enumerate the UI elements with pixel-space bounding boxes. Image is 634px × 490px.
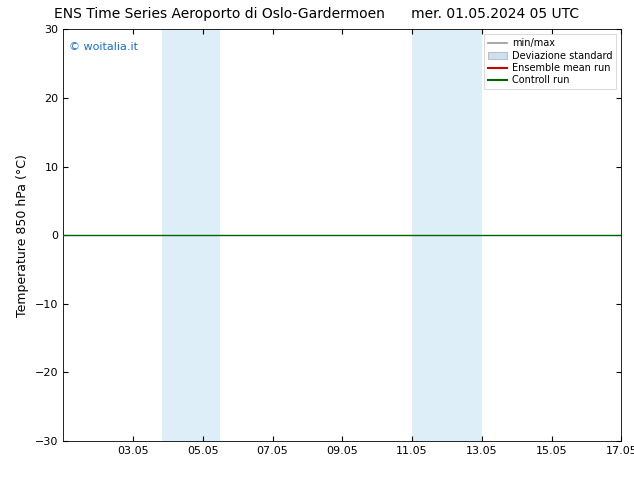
Bar: [441, 29, 482, 441]
Text: ENS Time Series Aeroporto di Oslo-Gardermoen      mer. 01.05.2024 05 UTC: ENS Time Series Aeroporto di Oslo-Garder…: [55, 7, 579, 22]
Bar: [412, 29, 441, 441]
Y-axis label: Temperature 850 hPa (°C): Temperature 850 hPa (°C): [16, 154, 30, 317]
Legend: min/max, Deviazione standard, Ensemble mean run, Controll run: min/max, Deviazione standard, Ensemble m…: [484, 34, 616, 89]
Text: © woitalia.it: © woitalia.it: [69, 42, 138, 52]
Bar: [185, 29, 221, 441]
Bar: [162, 29, 185, 441]
